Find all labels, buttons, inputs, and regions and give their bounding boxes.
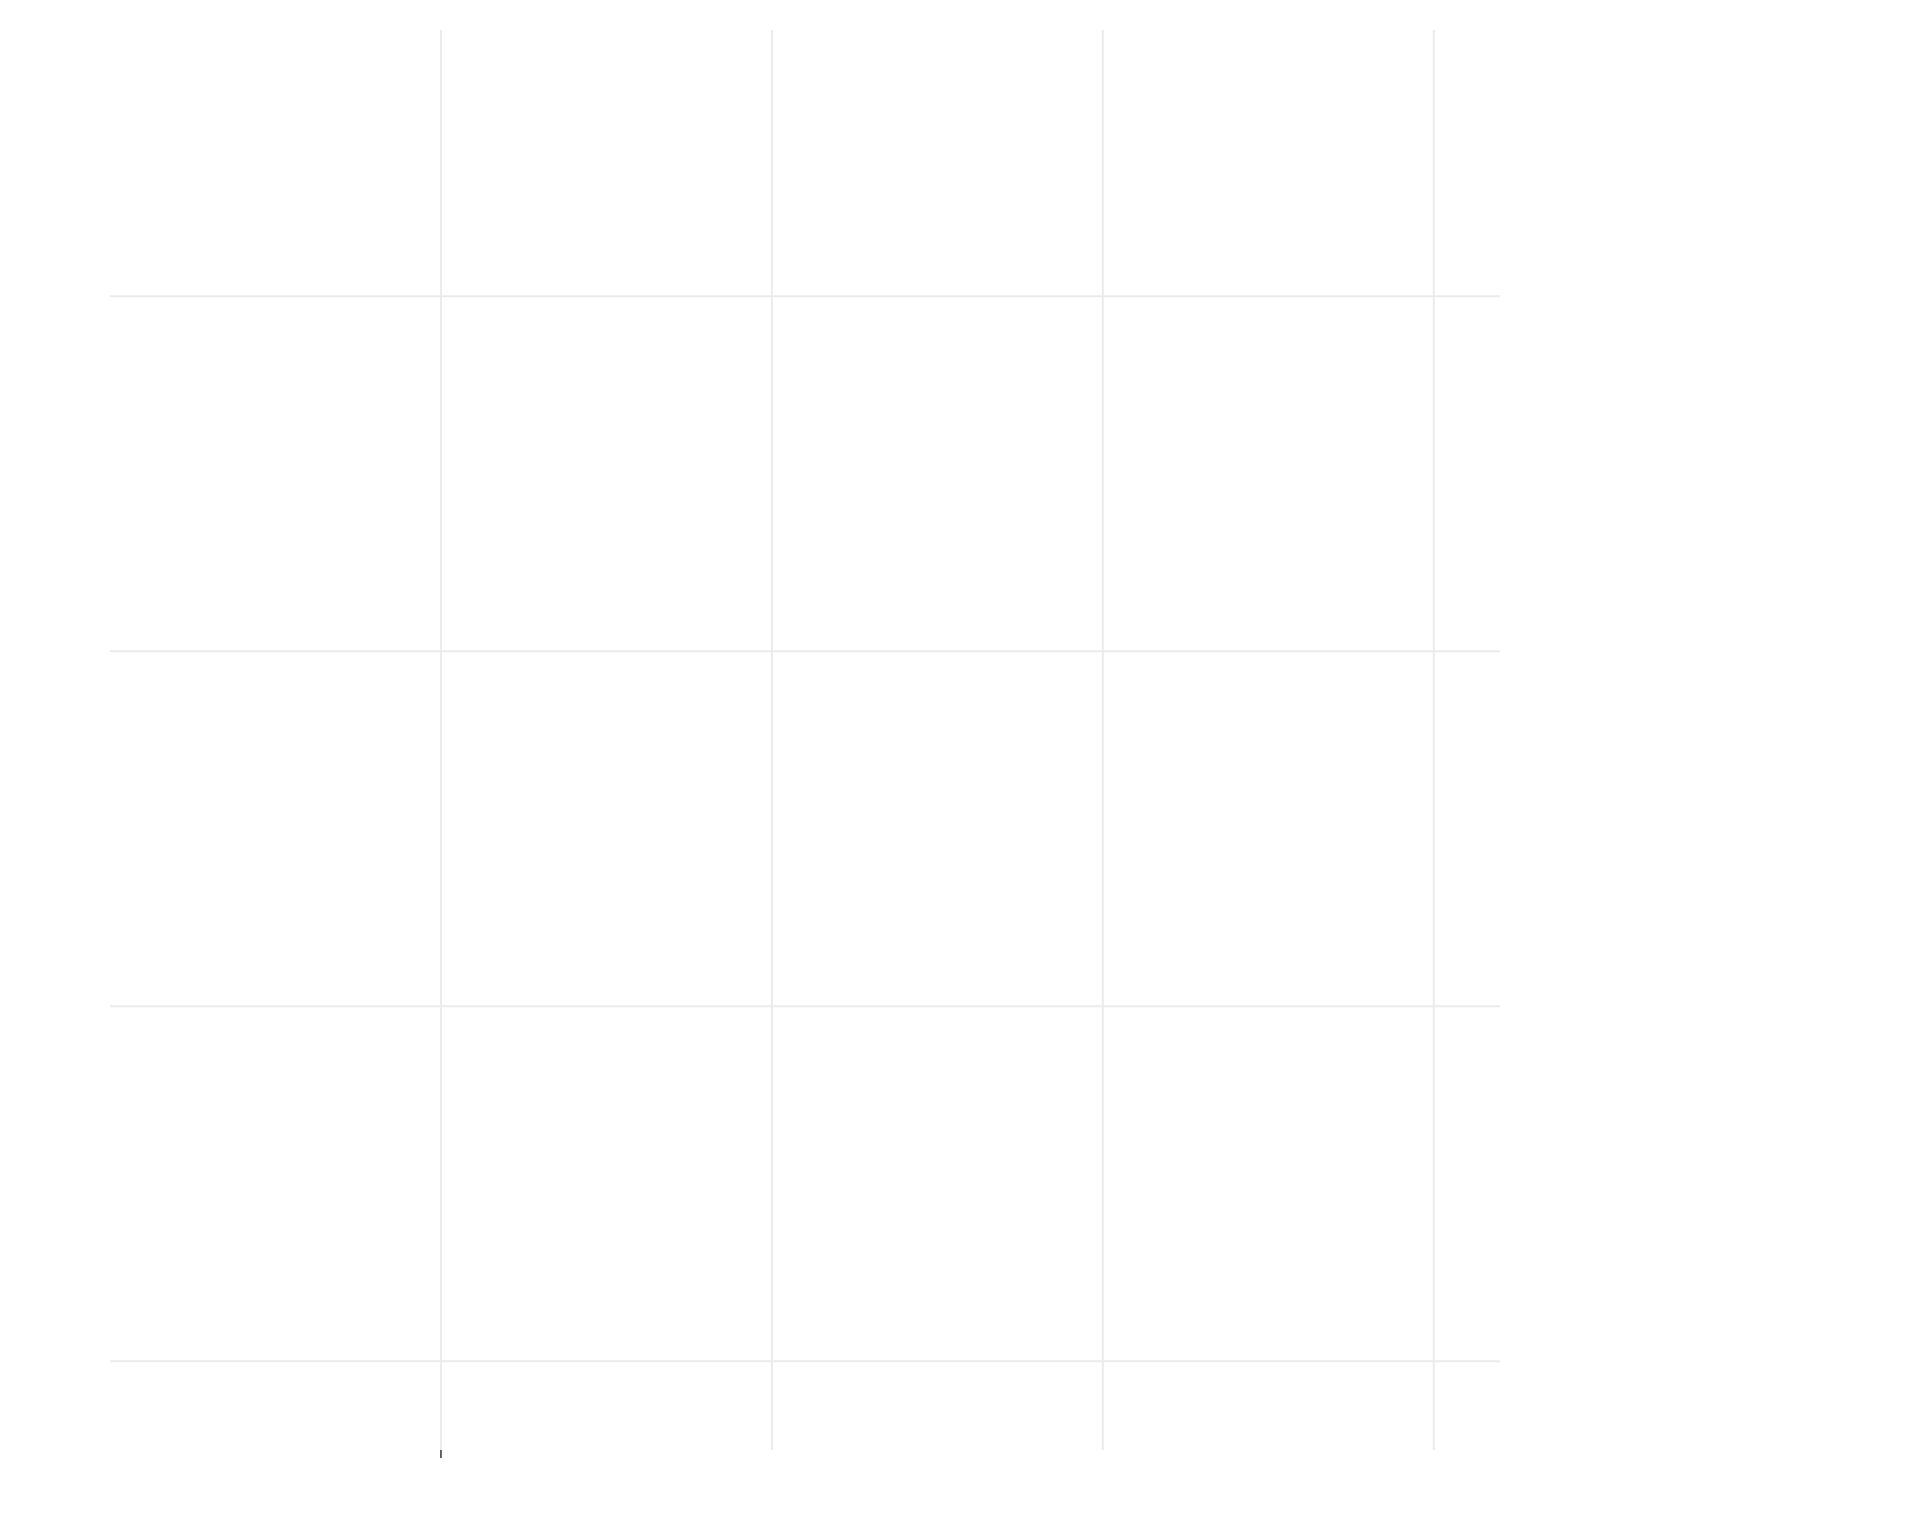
plot-panel: [110, 30, 1500, 1450]
chart-svg: [0, 0, 1920, 1536]
pca-scatter-chart: [0, 0, 1920, 1536]
